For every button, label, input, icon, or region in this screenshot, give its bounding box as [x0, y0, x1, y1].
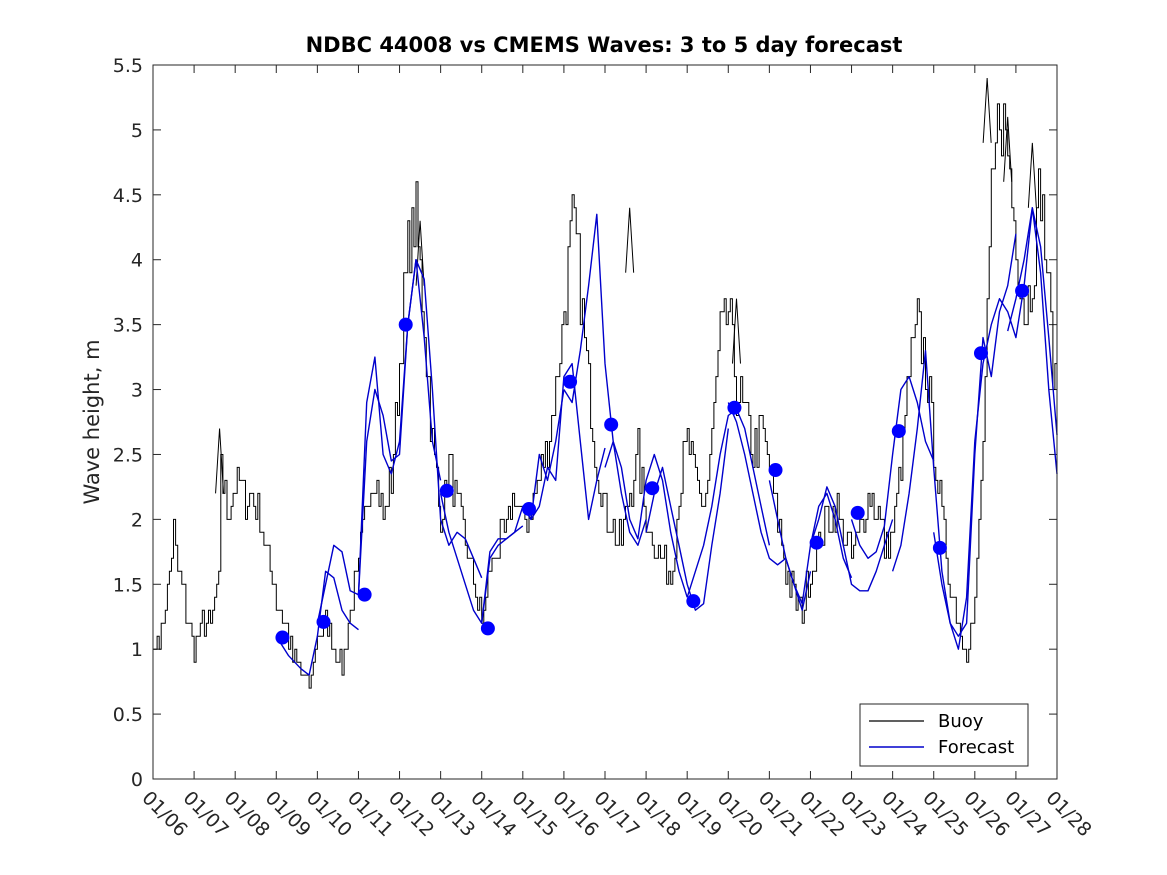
forecast-marker [645, 481, 660, 496]
forecast-marker [768, 463, 783, 478]
forecast-line [727, 402, 812, 611]
buoy-peak [731, 298, 741, 364]
forecast-marker [439, 483, 454, 498]
y-tick-label: 1 [131, 639, 143, 661]
forecast-line [645, 428, 729, 611]
forecast-line [974, 207, 1058, 474]
buoy-peak [625, 207, 635, 273]
legend-buoy-label: Buoy [938, 711, 984, 732]
forecast-marker [316, 614, 331, 629]
forecast-marker [727, 400, 742, 415]
y-tick-label: 5 [131, 120, 143, 142]
forecast-line [522, 362, 606, 521]
forecast-series [275, 207, 1058, 676]
plot-frame [152, 64, 1058, 780]
forecast-marker [1015, 283, 1030, 298]
forecast-marker [809, 535, 824, 550]
y-tick-label: 0 [131, 769, 143, 791]
buoy-series [153, 77, 1058, 689]
y-tick-label: 4.5 [113, 185, 143, 207]
buoy-peak [1003, 116, 1013, 182]
forecast-line [686, 408, 771, 598]
legend-box [859, 703, 1029, 767]
buoy-peak [982, 77, 992, 143]
y-axis: 0 0.5 1 1.5 2 2.5 3 3.5 4 4.5 5 5.5 [113, 55, 1057, 791]
buoy-peak [215, 428, 225, 494]
buoy-line [153, 103, 1058, 689]
forecast-marker [357, 587, 372, 602]
forecast-line [809, 486, 894, 592]
forecast-marker [480, 621, 495, 636]
forecast-marker [398, 317, 413, 332]
forecast-line [604, 440, 688, 598]
forecast-markers [275, 283, 1030, 645]
forecast-marker [604, 417, 619, 432]
y-tick-label: 4 [131, 250, 143, 272]
y-tick-label: 2 [131, 509, 143, 531]
y-tick-label: 1.5 [113, 574, 143, 596]
legend-forecast-label: Forecast [938, 737, 1014, 758]
forecast-marker [521, 501, 536, 516]
forecast-line [1007, 207, 1058, 436]
forecast-marker [850, 505, 865, 520]
y-tick-label: 2.5 [113, 444, 143, 466]
buoy-peak [1027, 142, 1037, 208]
chart-title: NDBC 44008 vs CMEMS Waves: 3 to 5 day fo… [306, 33, 903, 57]
forecast-marker [563, 374, 578, 389]
forecast-marker [973, 346, 988, 361]
y-axis-label: Wave height, m [80, 339, 104, 504]
forecast-line [398, 259, 483, 579]
legend: Buoy Forecast [859, 703, 1029, 767]
forecast-line [850, 375, 935, 559]
forecast-marker [275, 630, 290, 645]
forecast-line [563, 213, 647, 546]
forecast-marker [932, 540, 947, 555]
y-tick-label: 3.5 [113, 315, 143, 337]
forecast-marker [686, 594, 701, 609]
y-tick-label: 0.5 [113, 704, 143, 726]
y-tick-label: 3 [131, 380, 143, 402]
y-tick-label: 5.5 [113, 55, 143, 77]
forecast-marker [891, 424, 906, 439]
forecast-line [357, 259, 442, 595]
